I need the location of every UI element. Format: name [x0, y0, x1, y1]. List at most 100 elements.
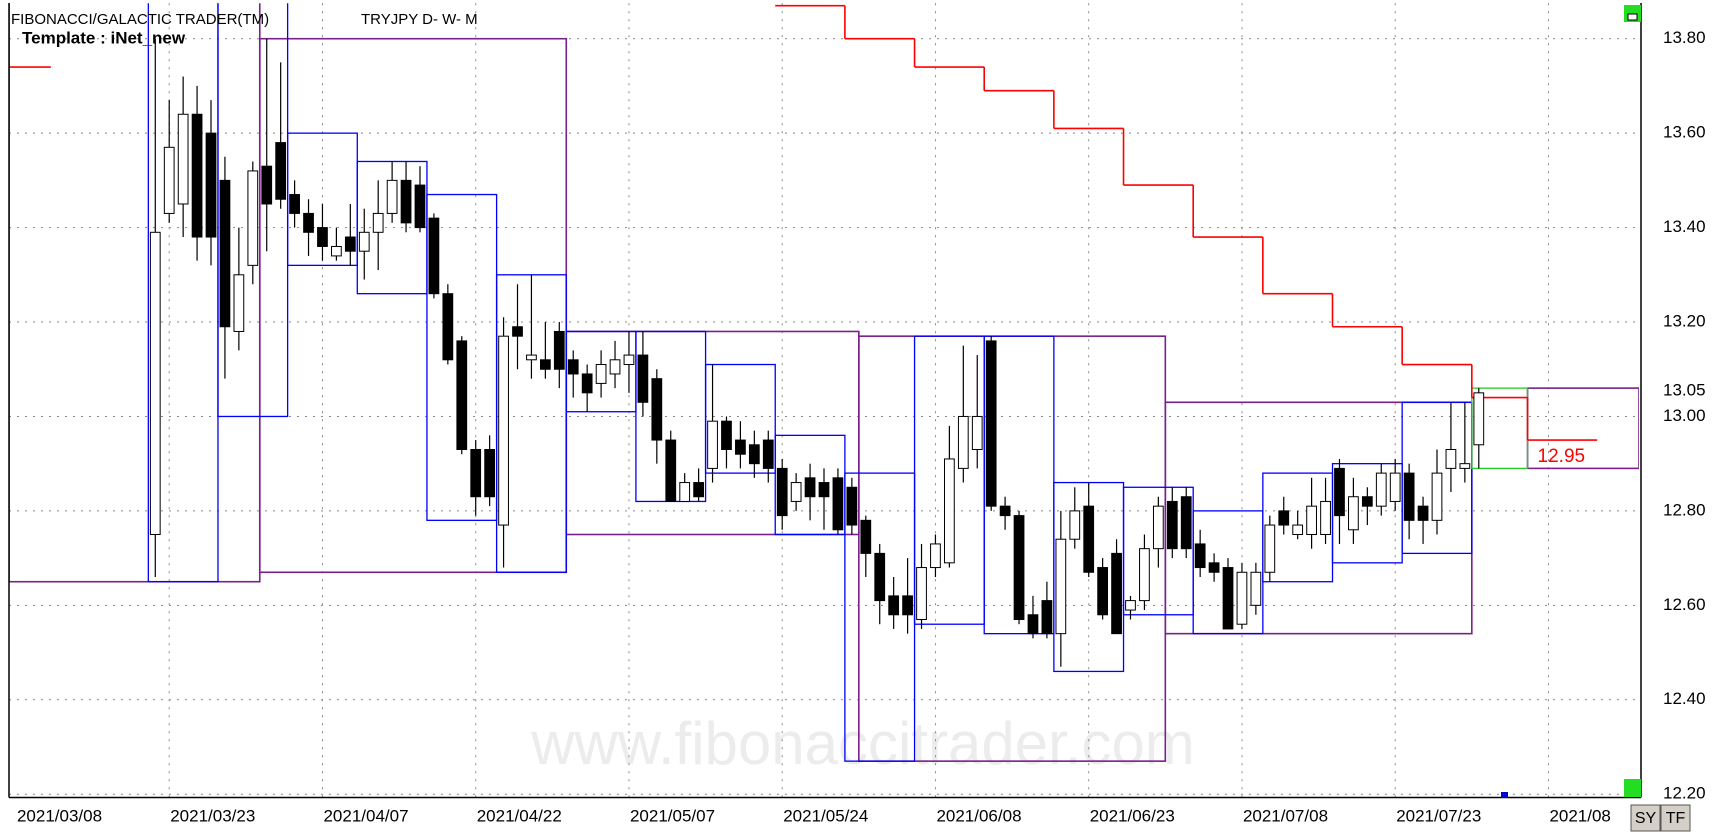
y-tick-label: 13.80	[1663, 28, 1706, 47]
candle-body	[999, 505, 1011, 517]
candle-body	[762, 439, 774, 469]
candle-body	[219, 179, 231, 328]
candle-body	[331, 245, 342, 257]
candle-body	[470, 449, 482, 498]
candle-body	[874, 552, 886, 602]
y-tick-label: 12.60	[1663, 595, 1706, 614]
candle-body	[651, 378, 663, 441]
candle-body	[1055, 538, 1067, 635]
candle-body	[930, 543, 941, 569]
candle-body	[1459, 463, 1471, 469]
candle-body	[665, 439, 677, 502]
candle-body	[860, 519, 872, 554]
candle-body	[776, 467, 788, 517]
candle-body	[916, 567, 927, 620]
candle-body	[1041, 600, 1053, 635]
candle-body	[1194, 543, 1206, 569]
candle-body	[261, 165, 273, 205]
candle-body	[442, 293, 454, 361]
x-tick-label: 2021/03/08	[17, 806, 102, 825]
axes: 13.80 13.60 13.40 13.20 13.00 12.80 12.60 12.40…	[17, 28, 1706, 825]
x-tick-label: 2021/07/23	[1396, 806, 1481, 825]
candle-body	[358, 231, 370, 252]
candle-body	[735, 439, 746, 455]
x-tick-label: 2021/04/07	[323, 806, 408, 825]
chart-title: FIBONACCI/GALACTIC TRADER(TM)	[11, 11, 269, 28]
candle-body	[1334, 467, 1345, 517]
sy-button[interactable]	[1630, 804, 1661, 832]
candle-body	[790, 482, 802, 502]
candle-body	[1320, 500, 1331, 535]
candle-body	[344, 236, 356, 252]
candle-body	[581, 373, 593, 394]
candle-body	[567, 359, 579, 375]
chart-subtitle: TRYJPY D- W- M	[361, 11, 478, 28]
y-tick-label: 12.20	[1663, 784, 1706, 803]
y-tick-label: 12.80	[1663, 500, 1706, 519]
candle-body	[1013, 515, 1025, 620]
x-tick-label: 2021/06/23	[1090, 806, 1175, 825]
toolbar: SY TF	[1630, 804, 1691, 832]
candle-body	[1139, 548, 1150, 602]
candle-body	[1473, 392, 1485, 446]
tf-button[interactable]	[1660, 804, 1691, 832]
candle-body	[498, 335, 509, 526]
candle-body	[846, 486, 858, 526]
candle-body	[971, 415, 983, 451]
candle-body	[748, 444, 760, 465]
candle-body	[1166, 500, 1178, 550]
x-tick-label: 2021/08	[1549, 806, 1610, 825]
candle-body	[303, 212, 314, 233]
sy-button-label[interactable]: SY	[1635, 810, 1657, 827]
candle-body	[400, 179, 412, 224]
candle-body	[1292, 524, 1304, 535]
x-tick-label: 2021/04/22	[477, 806, 562, 825]
candle-body	[1125, 600, 1136, 611]
candle-body	[1389, 472, 1401, 502]
candle-body	[832, 477, 844, 531]
candle-body	[1097, 567, 1109, 616]
candle-body	[1069, 510, 1081, 540]
candle-body	[456, 340, 468, 451]
y-tick-label: 12.40	[1663, 689, 1706, 708]
candle-body	[1445, 449, 1457, 469]
bottom-right-button[interactable]	[1624, 779, 1641, 797]
candle-body	[386, 179, 398, 214]
candle-body	[191, 113, 203, 238]
candle-body	[1152, 505, 1164, 550]
candle-body	[149, 231, 161, 535]
y-tick-label: 13.20	[1663, 312, 1706, 331]
step-label: 12.95	[1538, 446, 1586, 467]
candle-body	[609, 359, 621, 375]
candle-body	[1083, 505, 1095, 573]
last-price-label: 13.05	[1663, 380, 1706, 399]
tf-button-label[interactable]: TF	[1666, 810, 1686, 827]
weekly-box	[1401, 401, 1473, 555]
candle-body	[1431, 472, 1443, 521]
candle-body	[414, 184, 426, 229]
candle-body	[484, 449, 496, 498]
candle-body	[1111, 552, 1122, 635]
marker	[1501, 792, 1508, 798]
candle-body	[289, 194, 300, 214]
candle-body	[372, 212, 384, 233]
candle-body	[1250, 571, 1262, 606]
candle-body	[275, 142, 287, 200]
candle-body	[205, 132, 217, 238]
x-tick-label: 2021/03/23	[170, 806, 255, 825]
candle-body	[553, 330, 565, 370]
candle-body	[1403, 472, 1415, 521]
candle-body	[721, 420, 732, 451]
template-label: Template : iNet_new	[22, 28, 186, 47]
candle-body	[623, 354, 635, 366]
candle-body	[233, 274, 245, 332]
candle-body	[957, 415, 969, 469]
candle-body	[163, 146, 175, 214]
candle-body	[595, 364, 607, 384]
candle-body	[679, 482, 691, 502]
candle-body	[888, 595, 900, 616]
top-right-icon	[1627, 13, 1638, 21]
candle-body	[804, 477, 816, 498]
